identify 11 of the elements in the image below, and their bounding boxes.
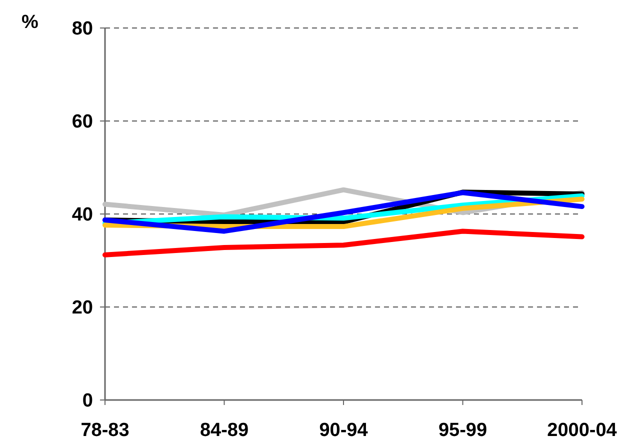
x-tick-label: 95-99 (438, 420, 488, 441)
y-tick-label: 60 (72, 112, 93, 133)
x-tick-label: 78-83 (80, 420, 130, 441)
x-tick-label: 90-94 (319, 420, 368, 441)
y-tick-label: 80 (72, 18, 93, 40)
y-axis-title: % (22, 12, 39, 33)
y-tick-label: 20 (72, 298, 93, 319)
y-tick-label: 40 (72, 204, 93, 226)
x-tick-label: 2000-04 (547, 420, 618, 441)
x-tick-label: 84-89 (200, 420, 249, 441)
y-tick-label: 0 (82, 390, 93, 412)
